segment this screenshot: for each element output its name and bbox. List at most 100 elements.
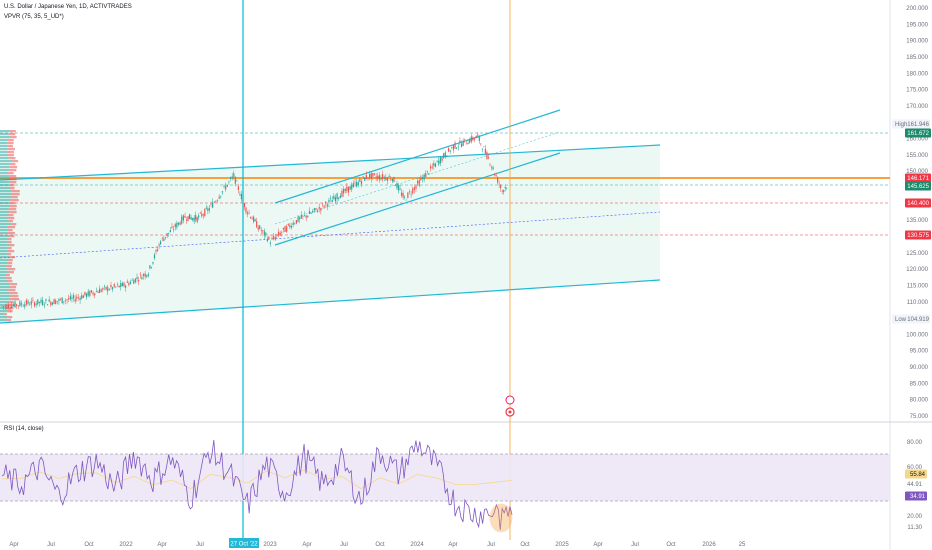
volume-profile-bar [10,136,17,139]
candle-body [307,215,309,217]
inner-channel-lower [274,152,561,246]
candle-body [370,172,372,180]
volume-profile-bar [10,199,19,202]
volume-profile-bar [11,190,20,193]
candle-body [334,197,337,202]
price-tick-label: 95.000 [910,349,929,355]
volume-profile-bar [3,313,7,316]
volume-profile-bar [0,154,9,157]
volume-profile-bar [8,154,14,157]
outer-channel-upper [0,144,661,181]
candle-body [380,177,382,180]
volume-profile-bar [8,172,14,175]
volume-profile-bar [9,298,20,301]
time-axis-highlight-label: 27 Oct '22 [230,542,258,548]
candle-body [142,274,145,276]
volume-profile-bar [11,196,18,199]
candle-body [24,304,26,307]
candle-body [129,281,132,284]
rsi-axis[interactable]: 80.00 60.00 44.91 20.00 11.30 [907,440,923,531]
outer-channel-lower [0,279,661,324]
candle-body [168,232,170,234]
event-marker-icon[interactable] [505,395,515,405]
volume-profile-bar [0,250,8,253]
price-tick-label: 110.000 [907,300,929,306]
candle-body [79,297,81,301]
candle-body [166,233,168,237]
volume-profile-bar [10,283,18,286]
price-tag-bg [905,173,931,183]
candle-body [273,236,275,239]
volume-profile-bar [0,277,7,280]
candle-body [85,293,88,297]
volume-profile-bar [0,304,8,307]
candle-body [320,208,322,211]
price-tick-label: 85.000 [910,381,929,387]
volume-profile-bar [0,265,6,268]
volume-profile-bar [9,169,17,172]
candle-body [56,301,58,302]
volume-profile-bar [8,133,16,136]
candle-body [153,254,156,259]
candle-body [174,224,176,228]
candle-body [290,225,293,228]
candle-body [179,222,181,225]
candle-body [382,174,384,180]
candle-body [281,232,283,233]
volume-profile-bar [8,187,15,190]
candle-body [133,280,135,284]
price-axis[interactable]: 200.000 195.000 190.000 185.000 180.000 175.0… [906,6,928,420]
volume-profile-bar [7,145,13,148]
candle-body [11,305,13,309]
candle-body [339,195,341,199]
volume-profile-bar [0,238,8,241]
candle-body [43,304,45,306]
candle-body [128,283,130,286]
symbol-legend[interactable]: U.S. Dollar / Japanese Yen, 1D, ACTIVTRA… [4,4,132,10]
candle-body [316,211,319,213]
candle-body [121,283,123,287]
volume-profile-bar [9,178,17,181]
candle-body [338,197,340,199]
candle-body [229,177,232,179]
candle-body [160,241,162,245]
candle-body [139,274,141,275]
candle-body [399,188,401,190]
volume-profile-bar [6,319,12,322]
rsi-band [0,454,890,501]
candle-body [506,187,508,189]
candle-body [498,183,500,185]
price-tag-bg [905,230,931,240]
rsi-legend[interactable]: RSI (14, close) [4,426,44,432]
volume-profile-bar [0,160,13,163]
candle-body [95,291,97,292]
candle-body [310,212,312,214]
candle-body [233,173,235,177]
candle-body [71,297,73,299]
candle-body [251,218,253,220]
volume-profile-bar [7,214,14,217]
candle-body [266,238,268,242]
candle-body [503,190,505,192]
candle-body [386,177,389,181]
volume-profile-bar [7,304,15,307]
candle-body [326,204,328,207]
candle-body [292,222,294,225]
candle-body [431,166,433,168]
candle-body [472,137,474,141]
volume-profile-bar [0,295,11,298]
time-axis[interactable]: Apr Jul Oct 2022 Apr Jul 2023 Apr Jul Oct 2024 Apr J… [9,542,746,548]
candle-body [492,167,494,170]
vpvr-legend[interactable]: VPVR (75, 35, 5_UD*) [4,14,64,20]
price-tick-label: 160.000 [906,137,928,143]
candle-body [483,146,485,148]
candle-body [451,147,453,148]
candle-body [459,140,461,143]
candle-body [391,178,393,182]
candle-body [136,277,138,279]
candle-body [377,175,379,179]
inner-channel-upper [274,109,561,204]
candle-body [150,267,153,268]
candle-body [501,190,503,192]
